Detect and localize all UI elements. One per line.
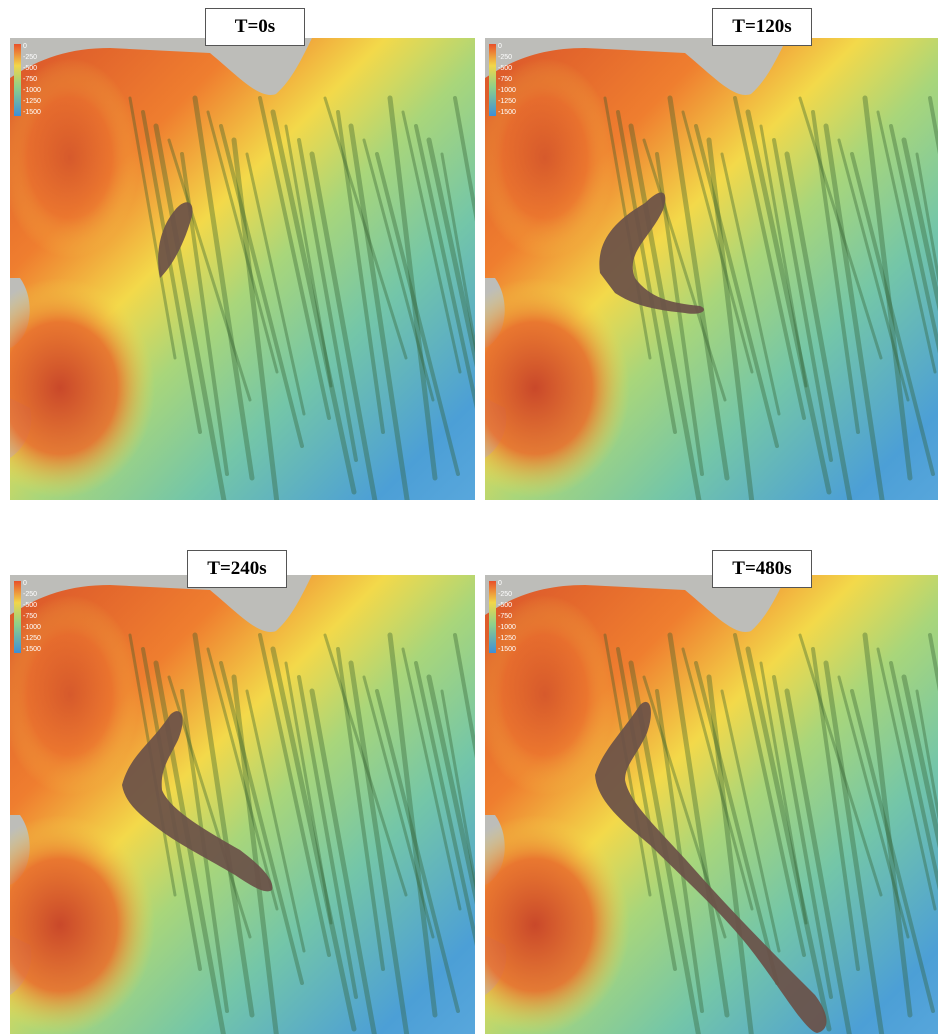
legend-label: -250 (23, 591, 37, 598)
legend-label: 0 (498, 43, 502, 50)
legend-label: -1500 (23, 109, 41, 116)
panel-title: T=0s (205, 8, 305, 46)
legend-label: -250 (498, 54, 512, 61)
figure: 0 -250 -500 -750 -1000 -1250 -1500 T=0s 0 -250 -50… (0, 0, 938, 1034)
legend-label: -1000 (498, 624, 516, 631)
legend-label: -1250 (498, 635, 516, 642)
legend-label: -1500 (498, 109, 516, 116)
legend-label: -1000 (23, 87, 41, 94)
map-panel: 0 -250 -500 -750 -1000 -1250 -1500 (10, 38, 475, 500)
legend-label: -750 (498, 613, 512, 620)
legend-label: -500 (23, 602, 37, 609)
legend-label: 0 (498, 580, 502, 587)
legend-label: -250 (498, 591, 512, 598)
panel-title: T=120s (712, 8, 812, 46)
map-panel: 0 -250 -500 -750 -1000 -1250 -1500 (10, 575, 475, 1034)
legend-label: -500 (498, 602, 512, 609)
legend-label: -1000 (498, 87, 516, 94)
legend-label: -1500 (23, 646, 41, 653)
legend-bar (489, 44, 496, 116)
panel-title: T=240s (187, 550, 287, 588)
map-panel: 0 -250 -500 -750 -1000 -1250 -1500 (485, 575, 938, 1034)
legend-label: -1250 (23, 635, 41, 642)
legend-label: -1250 (498, 98, 516, 105)
legend-label: -250 (23, 54, 37, 61)
legend-label: -1500 (498, 646, 516, 653)
legend-label: -750 (23, 76, 37, 83)
legend-bar (489, 581, 496, 653)
legend-bar (14, 44, 21, 116)
legend-label: -500 (23, 65, 37, 72)
legend-label: -1000 (23, 624, 41, 631)
legend-label: -750 (498, 76, 512, 83)
map-panel: 0 -250 -500 -750 -1000 -1250 -1500 (485, 38, 938, 500)
legend-label: 0 (23, 580, 27, 587)
legend-label: -1250 (23, 98, 41, 105)
legend-label: 0 (23, 43, 27, 50)
panel-title: T=480s (712, 550, 812, 588)
legend-label: -500 (498, 65, 512, 72)
legend-bar (14, 581, 21, 653)
legend-label: -750 (23, 613, 37, 620)
